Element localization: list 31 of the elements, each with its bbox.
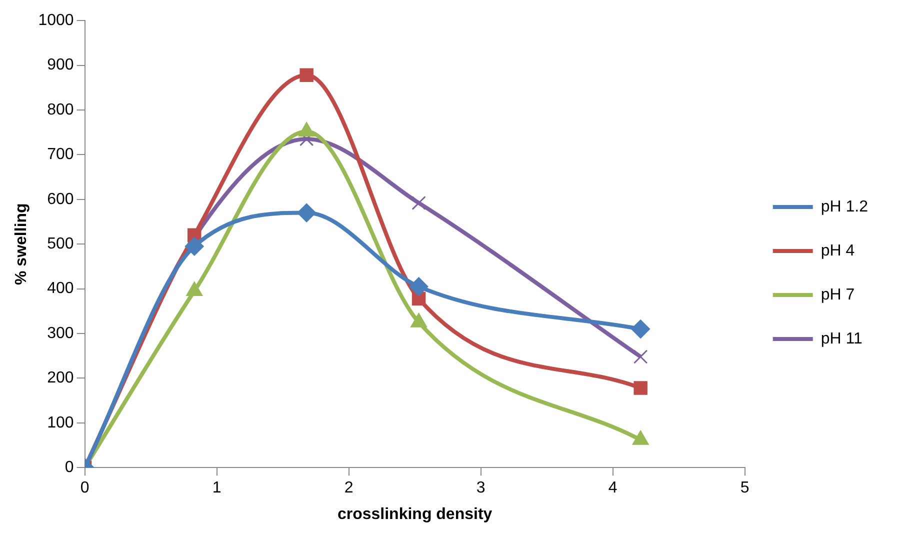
y-axis-title: % swelling <box>13 203 30 285</box>
legend-label: pH 7 <box>820 286 855 304</box>
point <box>631 320 650 339</box>
x-tick-label: 5 <box>740 480 750 497</box>
y-tick-label: 200 <box>47 370 74 387</box>
y-tick-label: 400 <box>47 280 74 298</box>
point <box>634 381 648 395</box>
y-tick-label: 500 <box>47 236 74 253</box>
point <box>412 196 426 210</box>
point <box>633 350 648 364</box>
point <box>184 236 204 256</box>
legend-label: pH 11 <box>820 330 862 348</box>
y-tick-label: 300 <box>47 324 74 342</box>
legend-label: pH 4 <box>820 242 855 260</box>
legend-label: pH 1.2 <box>820 198 868 216</box>
point <box>300 68 314 82</box>
x-tick-label: 0 <box>80 480 90 497</box>
x-tick-label: 4 <box>608 480 618 497</box>
y-tick-label: 600 <box>47 190 74 208</box>
x-tick-label: 2 <box>344 480 354 497</box>
y-tick-label: 800 <box>47 101 74 118</box>
y-tick-label: 900 <box>47 56 74 74</box>
y-tick-label: 700 <box>47 146 74 164</box>
x-tick-label: 1 <box>212 480 222 497</box>
x-tick-label: 3 <box>476 480 486 497</box>
y-tick-label: 0 <box>64 459 74 476</box>
point <box>409 277 428 296</box>
y-tick-label: 100 <box>47 414 74 432</box>
x-axis-title: crosslinking density <box>337 506 492 523</box>
y-tick-label: 1000 <box>38 12 74 30</box>
point <box>297 203 316 222</box>
